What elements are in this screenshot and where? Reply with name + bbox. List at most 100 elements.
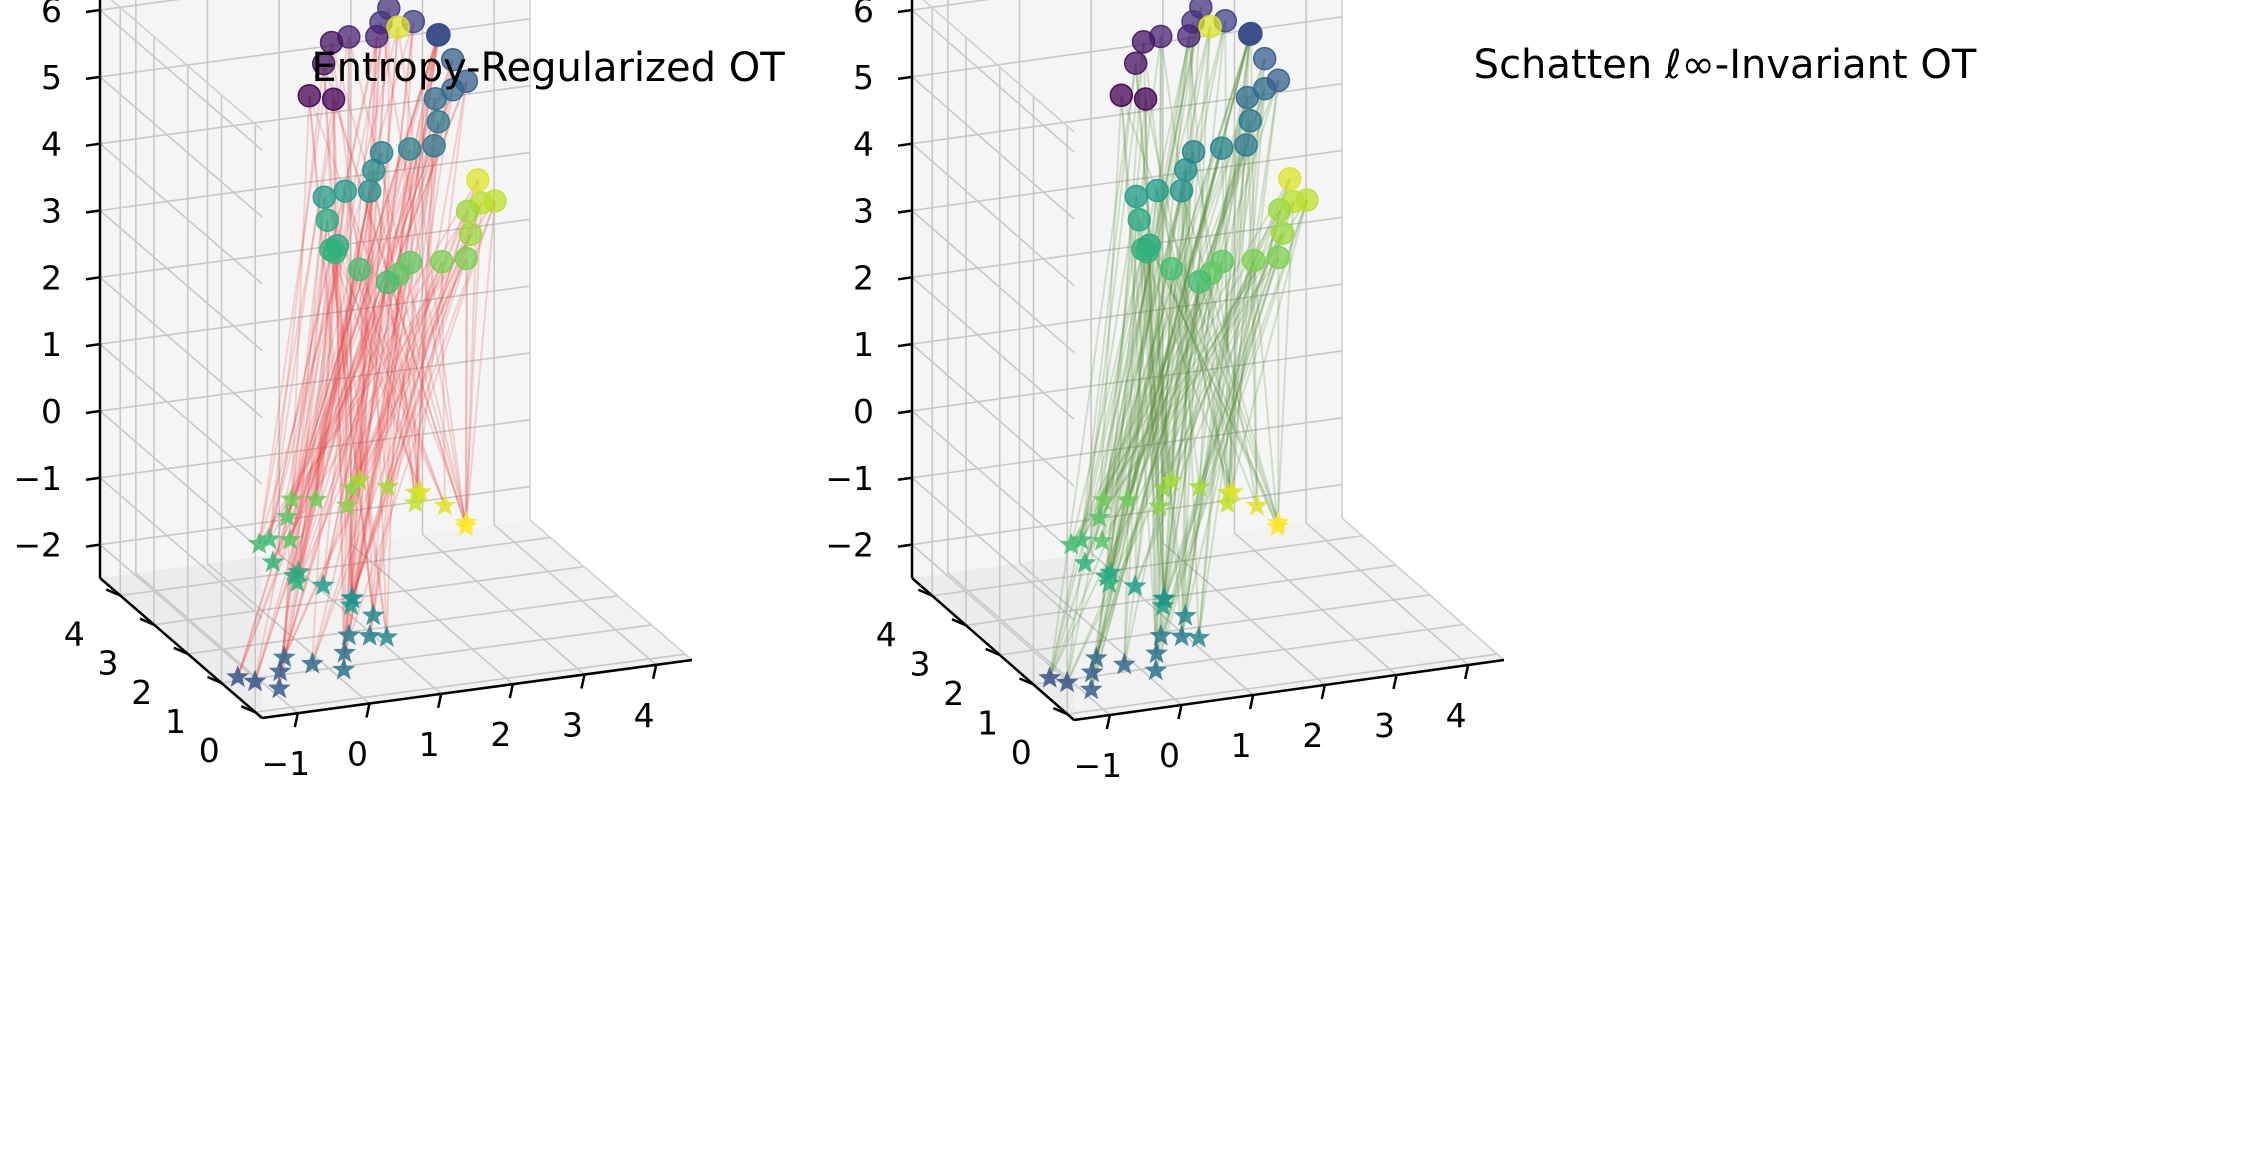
pane-edge [110, 0, 263, 131]
target-point [1112, 652, 1136, 675]
source-point [375, 270, 400, 295]
coupling-line [1170, 21, 1194, 481]
x-tick-label: 4 [634, 696, 655, 735]
source-point [1210, 249, 1235, 274]
y-tick [1019, 677, 1034, 686]
source-point [1234, 133, 1258, 157]
coupling-line [308, 95, 349, 506]
coupling-line [346, 257, 468, 507]
coupling-line [1109, 33, 1252, 573]
coupling-line [346, 179, 479, 506]
coupling-line [464, 202, 483, 527]
gridline [911, 416, 1343, 479]
coupling-line [279, 249, 332, 672]
coupling-line [326, 220, 375, 616]
target-point [335, 493, 359, 516]
coupling-line [350, 258, 468, 599]
gridline [221, 624, 652, 684]
z-tick [85, 409, 101, 415]
coupling-line [236, 89, 454, 678]
coupling-line [1048, 209, 1281, 679]
coupling-line [322, 63, 467, 527]
gridline [187, 595, 618, 655]
source-point [319, 30, 344, 55]
coupling-line [1090, 58, 1266, 690]
target-point [1245, 493, 1269, 516]
z-tick [85, 476, 101, 482]
coupling-line [289, 34, 439, 541]
target-point [1055, 670, 1079, 693]
z-tick [897, 476, 913, 482]
target-point [1059, 532, 1083, 555]
coupling-line [278, 152, 383, 689]
source-point [377, 0, 401, 20]
coupling-line [1123, 196, 1138, 665]
coupling-line [1170, 261, 1224, 481]
coupling-line [347, 98, 437, 636]
target-point [409, 480, 432, 502]
coupling-line [351, 262, 412, 599]
x-tick [1392, 674, 1398, 690]
coupling-line [1159, 33, 1252, 637]
y-tick-label: 3 [98, 644, 119, 683]
coupling-line [311, 202, 483, 665]
z-tick [85, 142, 101, 147]
z-tick [85, 543, 101, 548]
coupling-line [350, 179, 479, 599]
coupling-line [296, 262, 412, 583]
source-point [397, 137, 422, 161]
coupling-line [343, 36, 350, 653]
coupling-line [342, 27, 400, 670]
coupling-line [286, 121, 440, 518]
z-tick-label: −1 [13, 459, 62, 498]
x-tick-label: 3 [1374, 706, 1395, 745]
coupling-line [1083, 245, 1151, 564]
source-point [357, 179, 382, 203]
target-point [1152, 476, 1176, 499]
coupling-line [1095, 272, 1212, 659]
source-point [1267, 198, 1292, 222]
x-tick-label: 0 [1159, 736, 1180, 775]
coupling-line [258, 21, 415, 545]
z-tick-label: 0 [853, 392, 874, 431]
coupling-line [283, 257, 468, 658]
coupling-line [1083, 79, 1280, 564]
coupling-line [329, 249, 422, 493]
coupling-line [332, 99, 354, 599]
gridline [911, 9, 1075, 153]
coupling-line [346, 233, 472, 507]
target-point [341, 586, 364, 608]
target-point [1153, 586, 1176, 609]
coupling-line [368, 81, 468, 637]
coupling-line [1138, 219, 1165, 489]
source-point [1145, 178, 1169, 203]
target-point [257, 527, 281, 550]
coupling-line [347, 170, 375, 636]
source-point [454, 69, 479, 94]
y-axis-line [911, 577, 1075, 721]
gridline [99, 143, 263, 285]
y-tick [240, 705, 256, 714]
coupling-line [1154, 201, 1295, 671]
coupling-line [1066, 41, 1145, 683]
coupling-line [1162, 232, 1284, 600]
coupling-line [1091, 144, 1248, 673]
coupling-line [368, 145, 436, 637]
gridline [99, 485, 531, 546]
gridline [255, 653, 686, 713]
coupling-line [1098, 256, 1280, 519]
coupling-line [358, 34, 440, 481]
x-tick [651, 664, 658, 680]
y-axis-line [99, 577, 263, 719]
coupling-line [308, 95, 468, 524]
x-tick-label: 1 [419, 725, 440, 764]
coupling-line [1155, 36, 1162, 654]
coupling-line [1101, 33, 1251, 542]
coupling-line [1161, 281, 1201, 607]
coupling-line [268, 63, 325, 540]
coupling-line [1101, 35, 1190, 542]
coupling-line [332, 98, 467, 527]
coupling-line [1123, 97, 1249, 665]
gridline [911, 483, 1343, 546]
